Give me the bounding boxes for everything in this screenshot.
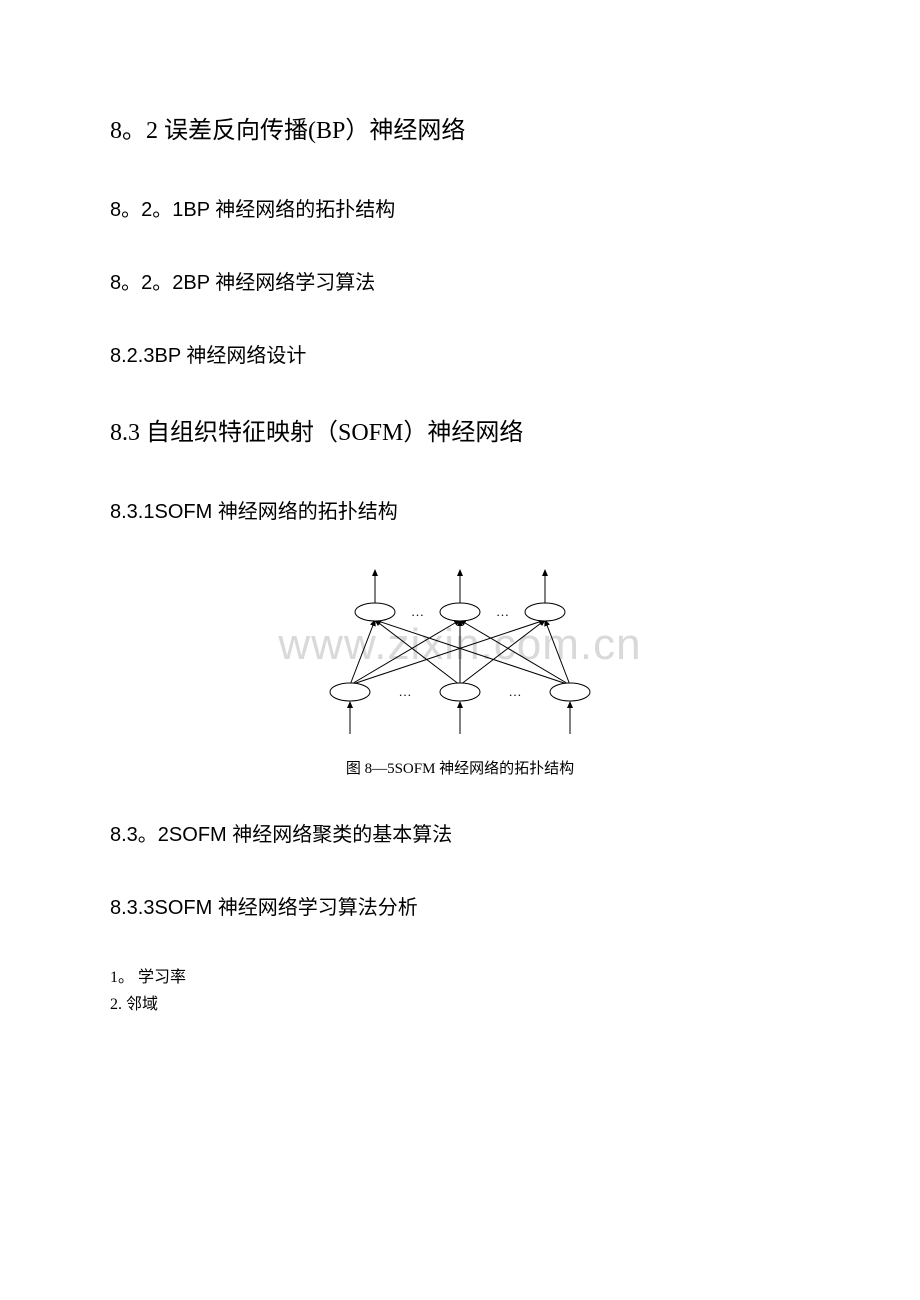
heading-8-2: 8。2 误差反向传播(BP）神经网络 xyxy=(110,110,810,145)
list-item: 1。 学习率 xyxy=(110,964,810,991)
numbered-list: 1。 学习率 2. 邻域 xyxy=(110,964,810,1018)
figure-caption: 图 8—5SOFM 神经网络的拓扑结构 xyxy=(110,757,810,778)
heading-8-3-2: 8.3。2SOFM 神经网络聚类的基本算法 xyxy=(110,818,810,847)
heading-8-2-3: 8.2.3BP 神经网络设计 xyxy=(110,339,810,368)
heading-8-3-1: 8.3.1SOFM 神经网络的拓扑结构 xyxy=(110,495,810,524)
heading-8-2-2: 8。2。2BP 神经网络学习算法 xyxy=(110,266,810,295)
heading-8-3-3: 8.3.3SOFM 神经网络学习算法分析 xyxy=(110,891,810,920)
page-content: 8。2 误差反向传播(BP）神经网络 8。2。1BP 神经网络的拓扑结构 8。2… xyxy=(0,0,920,1018)
sofm-figure: … … … … xyxy=(110,562,810,747)
svg-text:…: … xyxy=(509,684,522,699)
svg-text:…: … xyxy=(399,684,412,699)
heading-8-2-1: 8。2。1BP 神经网络的拓扑结构 xyxy=(110,193,810,222)
svg-text:…: … xyxy=(496,604,509,619)
heading-8-3: 8.3 自组织特征映射（SOFM）神经网络 xyxy=(110,412,810,447)
svg-text:…: … xyxy=(411,604,424,619)
list-item: 2. 邻域 xyxy=(110,991,810,1018)
